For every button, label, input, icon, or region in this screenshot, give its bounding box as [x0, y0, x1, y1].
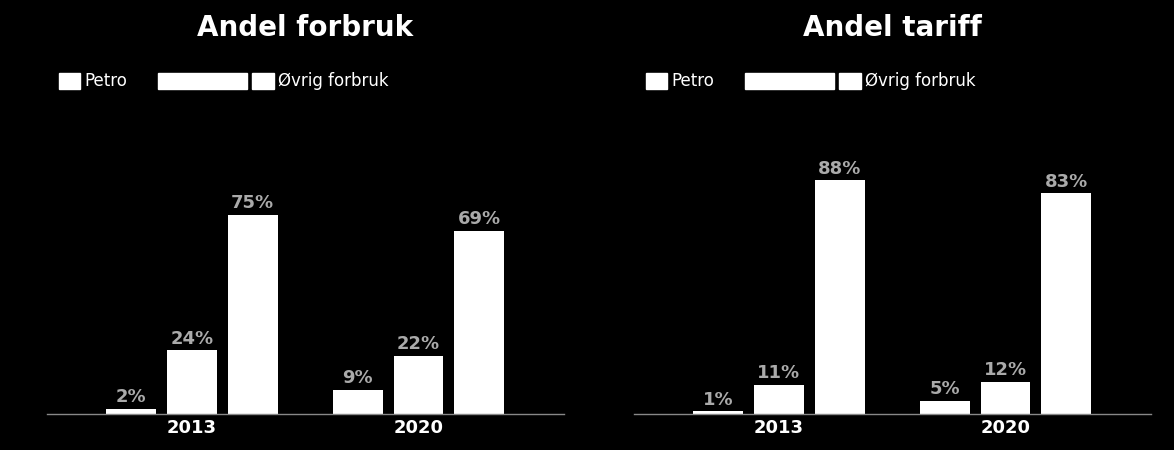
Text: Andel forbruk: Andel forbruk	[197, 14, 413, 41]
Text: 9%: 9%	[343, 369, 373, 387]
Bar	[815, 180, 864, 414]
Bar	[694, 411, 743, 414]
Bar	[454, 231, 504, 414]
Text: 2%: 2%	[116, 388, 147, 406]
Bar	[920, 400, 970, 414]
Text: 22%: 22%	[397, 335, 440, 353]
Text: Petro: Petro	[85, 72, 128, 90]
Text: 83%: 83%	[1045, 173, 1088, 191]
Bar	[754, 385, 804, 414]
Text: 75%: 75%	[231, 194, 275, 212]
Text: 69%: 69%	[458, 210, 501, 228]
Bar	[333, 390, 383, 414]
Text: Øvrig forbruk: Øvrig forbruk	[865, 72, 976, 90]
Text: 88%: 88%	[818, 159, 862, 177]
Bar	[980, 382, 1031, 414]
Bar	[393, 356, 444, 414]
Bar	[167, 350, 217, 414]
Text: 11%: 11%	[757, 364, 801, 382]
Text: 5%: 5%	[930, 380, 960, 398]
Text: 24%: 24%	[170, 329, 214, 347]
Bar	[1041, 194, 1091, 414]
Text: 1%: 1%	[703, 391, 734, 409]
Bar	[228, 215, 277, 414]
Text: Øvrig forbruk: Øvrig forbruk	[278, 72, 389, 90]
Bar	[107, 409, 156, 414]
Text: 12%: 12%	[984, 361, 1027, 379]
Text: Petro: Petro	[672, 72, 715, 90]
Text: Andel tariff: Andel tariff	[803, 14, 981, 41]
